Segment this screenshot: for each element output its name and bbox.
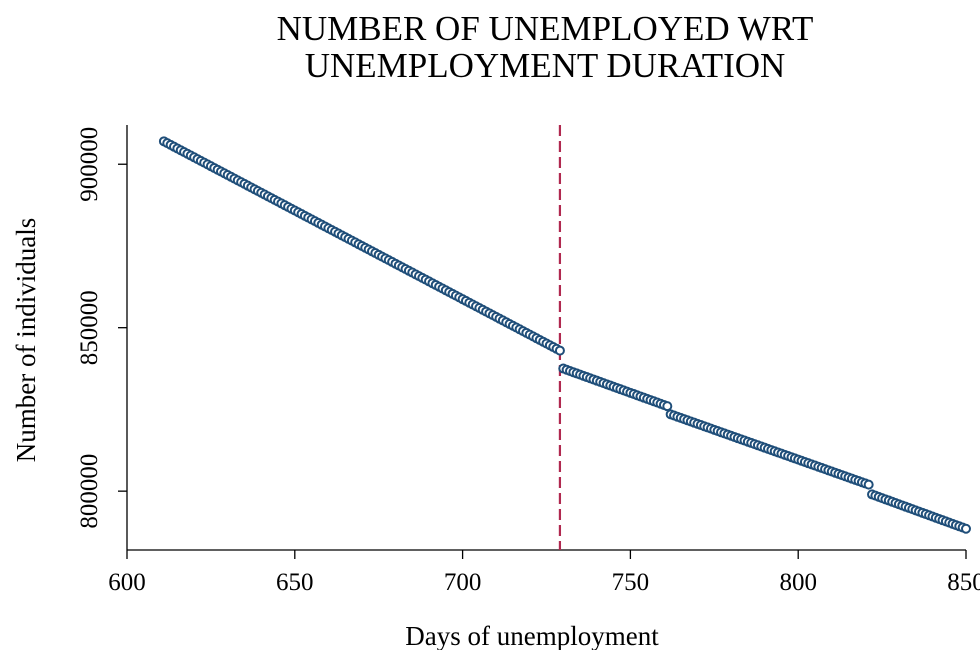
y-axis-label: Number of individuals xyxy=(11,218,41,462)
data-point xyxy=(554,345,565,356)
x-tick-label: 600 xyxy=(108,569,146,596)
x-tick-label: 800 xyxy=(779,569,817,596)
x-tick-label: 750 xyxy=(612,569,650,596)
axes: 600 650 700 750 800 850 800000 850000 900000 xyxy=(76,125,980,596)
chart-title-line-2: UNEMPLOYMENT DURATION xyxy=(304,46,786,85)
x-tick-label: 650 xyxy=(276,569,314,596)
x-tick-label: 850 xyxy=(947,569,980,596)
y-tick-label: 900000 xyxy=(76,127,103,202)
data-points xyxy=(158,136,971,534)
x-axis-label: Days of unemployment xyxy=(405,621,659,650)
y-tick-label: 850000 xyxy=(76,290,103,365)
data-point xyxy=(863,479,874,490)
data-point xyxy=(662,401,673,412)
x-tick-label: 700 xyxy=(444,569,482,596)
y-tick-label: 800000 xyxy=(76,454,103,529)
chart-title-line-1: NUMBER OF UNEMPLOYED WRT xyxy=(276,9,814,48)
data-point xyxy=(961,523,971,534)
chart-title: NUMBER OF UNEMPLOYED WRT UNEMPLOYMENT DU… xyxy=(0,10,980,84)
